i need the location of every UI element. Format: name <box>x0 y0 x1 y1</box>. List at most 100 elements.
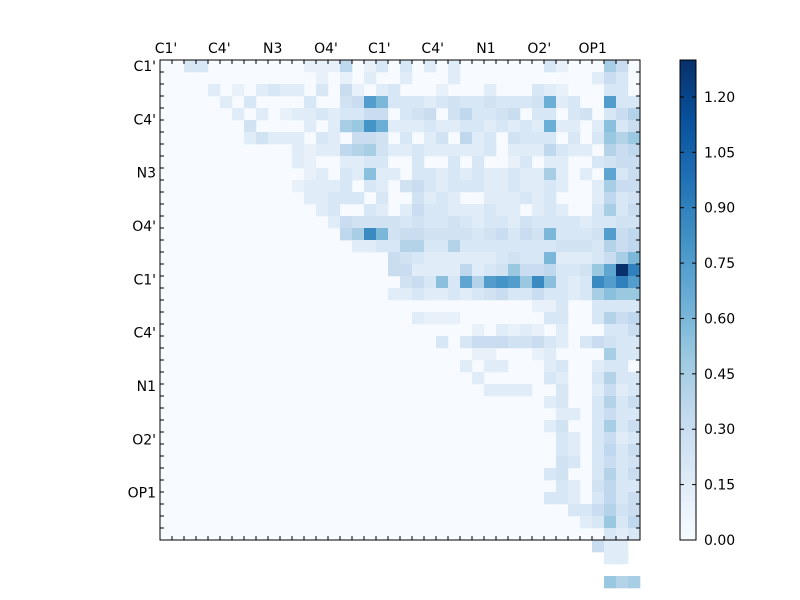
y-tick-label: C1' <box>133 272 156 288</box>
heatmap-cell <box>568 132 581 145</box>
heatmap-cell <box>448 156 461 169</box>
heatmap-cell <box>628 180 641 193</box>
heatmap-cell <box>460 204 473 217</box>
heatmap-cell <box>604 576 617 589</box>
heatmap-cell <box>592 444 605 457</box>
heatmap-cell <box>364 132 377 145</box>
heatmap-cell <box>364 240 377 253</box>
heatmap-cell <box>400 264 413 277</box>
heatmap-cell <box>472 336 485 349</box>
heatmap-cell <box>556 180 569 193</box>
heatmap-cell <box>616 264 629 277</box>
heatmap-cell <box>400 132 413 145</box>
heatmap-cell <box>328 132 341 145</box>
heatmap-cell <box>556 252 569 265</box>
heatmap-cell <box>628 300 641 313</box>
heatmap-cell <box>604 492 617 505</box>
heatmap-cell <box>340 192 353 205</box>
heatmap-cell <box>508 264 521 277</box>
heatmap-cell <box>628 480 641 493</box>
heatmap-cell <box>232 108 245 121</box>
heatmap-cell <box>304 60 317 73</box>
heatmap-cell <box>292 132 305 145</box>
heatmap-cell <box>472 156 485 169</box>
heatmap-cell <box>508 168 521 181</box>
heatmap-cell <box>328 204 341 217</box>
heatmap-cell <box>616 480 629 493</box>
heatmap-cell <box>496 108 509 121</box>
heatmap-cell <box>196 60 209 73</box>
heatmap-cell <box>604 540 617 553</box>
colorbar-tick-label: 1.05 <box>704 145 735 161</box>
heatmap-cell <box>544 468 557 481</box>
heatmap-cell <box>616 324 629 337</box>
heatmap-cell <box>544 228 557 241</box>
heatmap-cell <box>448 108 461 121</box>
heatmap-cell <box>316 192 329 205</box>
heatmap-cell <box>568 216 581 229</box>
heatmap-cell <box>604 144 617 157</box>
heatmap-cell <box>472 276 485 289</box>
heatmap-cell <box>424 276 437 289</box>
heatmap-cell <box>304 120 317 133</box>
heatmap-cell <box>304 144 317 157</box>
heatmap-cell <box>496 180 509 193</box>
heatmap-cell <box>412 144 425 157</box>
heatmap-cell <box>556 216 569 229</box>
heatmap-cell <box>628 348 641 361</box>
heatmap-cell <box>412 204 425 217</box>
heatmap-cell <box>628 288 641 301</box>
heatmap-cell <box>448 144 461 157</box>
heatmap-cell <box>556 84 569 97</box>
heatmap-cell <box>448 312 461 325</box>
heatmap-cell <box>604 264 617 277</box>
heatmap-cell <box>484 360 497 373</box>
heatmap-cell <box>628 492 641 505</box>
heatmap-cell <box>364 216 377 229</box>
heatmap-cell <box>592 372 605 385</box>
heatmap-cell <box>388 240 401 253</box>
heatmap-cell <box>616 120 629 133</box>
heatmap-cell <box>508 216 521 229</box>
heatmap-cell <box>424 180 437 193</box>
heatmap-cell <box>580 216 593 229</box>
heatmap-cell <box>568 276 581 289</box>
heatmap-cell <box>592 192 605 205</box>
heatmap-cell <box>532 348 545 361</box>
heatmap-cell <box>616 204 629 217</box>
colorbar-tick-label: 0.00 <box>704 533 735 549</box>
heatmap-cell <box>424 264 437 277</box>
heatmap-cell <box>508 276 521 289</box>
heatmap-cell <box>460 336 473 349</box>
heatmap-cell <box>388 120 401 133</box>
heatmap-cell <box>472 264 485 277</box>
heatmap-cell <box>520 228 533 241</box>
heatmap-cell <box>508 108 521 121</box>
heatmap-cell <box>328 216 341 229</box>
heatmap-cell <box>364 204 377 217</box>
heatmap-cell <box>496 384 509 397</box>
heatmap-cell <box>544 240 557 253</box>
x-tick-label: C1' <box>155 41 178 57</box>
y-tick-labels: C1' C4' N3 O4' C1' C4' N1 O2' OP1 <box>128 59 156 502</box>
heatmap-cell <box>520 240 533 253</box>
heatmap-cell <box>628 408 641 421</box>
heatmap-cell <box>532 276 545 289</box>
heatmap-cell <box>616 492 629 505</box>
heatmap-cell <box>604 180 617 193</box>
heatmap-cell <box>472 144 485 157</box>
heatmap-cell <box>292 84 305 97</box>
heatmap-cell <box>532 300 545 313</box>
heatmap-cell <box>400 228 413 241</box>
heatmap-cell <box>628 312 641 325</box>
heatmap-cell <box>616 216 629 229</box>
heatmap-cell <box>628 528 641 541</box>
heatmap-cell <box>556 240 569 253</box>
heatmap-cell <box>424 288 437 301</box>
heatmap-cell <box>568 120 581 133</box>
heatmap-cell <box>544 204 557 217</box>
heatmap-cell <box>436 240 449 253</box>
heatmap-cell <box>556 276 569 289</box>
heatmap-cell <box>508 156 521 169</box>
heatmap-cell <box>460 120 473 133</box>
